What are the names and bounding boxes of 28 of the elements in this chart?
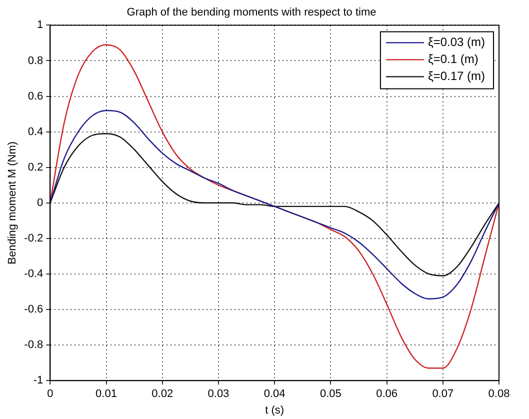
y-tick-label: -0.2	[24, 232, 44, 244]
x-tick-label: 0.01	[96, 388, 117, 400]
chart-title: Graph of the bending moments with respect to time	[126, 6, 376, 19]
y-tick-label: 1	[37, 19, 44, 32]
y-tick-label: -0.6	[24, 304, 44, 316]
x-tick-label: 0.08	[488, 388, 510, 400]
line-series	[50, 132, 499, 276]
y-tick-label: -1	[33, 374, 44, 387]
x-tick-label: 0	[47, 388, 54, 400]
line-series	[50, 110, 499, 300]
x-tick-label: 0.03	[208, 388, 230, 400]
legend-label: ξ=0.17 (m)	[428, 69, 486, 84]
y-tick-label: -0.4	[24, 268, 44, 280]
x-axis-title: t (s)	[265, 404, 284, 416]
y-tick-label: -0.8	[24, 339, 44, 352]
y-tick-label: 0	[37, 196, 44, 209]
y-tick-label: 0.4	[28, 126, 44, 138]
y-tick-label: 0.6	[28, 90, 44, 102]
legend-label: ξ=0.03 (m)	[428, 35, 486, 50]
y-tick-label: 0.2	[28, 161, 44, 174]
x-tick-label: 0.02	[152, 388, 174, 400]
legend-label: ξ=0.1 (m)	[428, 52, 478, 66]
x-tick-label: 0.05	[320, 388, 342, 400]
y-tick-label: 0.8	[28, 54, 44, 67]
x-tick-label: 0.06	[376, 388, 398, 400]
y-axis-title: Bending moment M (Nm)	[6, 141, 19, 264]
x-tick-label: 0.04	[264, 388, 286, 400]
x-tick-label: 0.07	[432, 388, 454, 400]
